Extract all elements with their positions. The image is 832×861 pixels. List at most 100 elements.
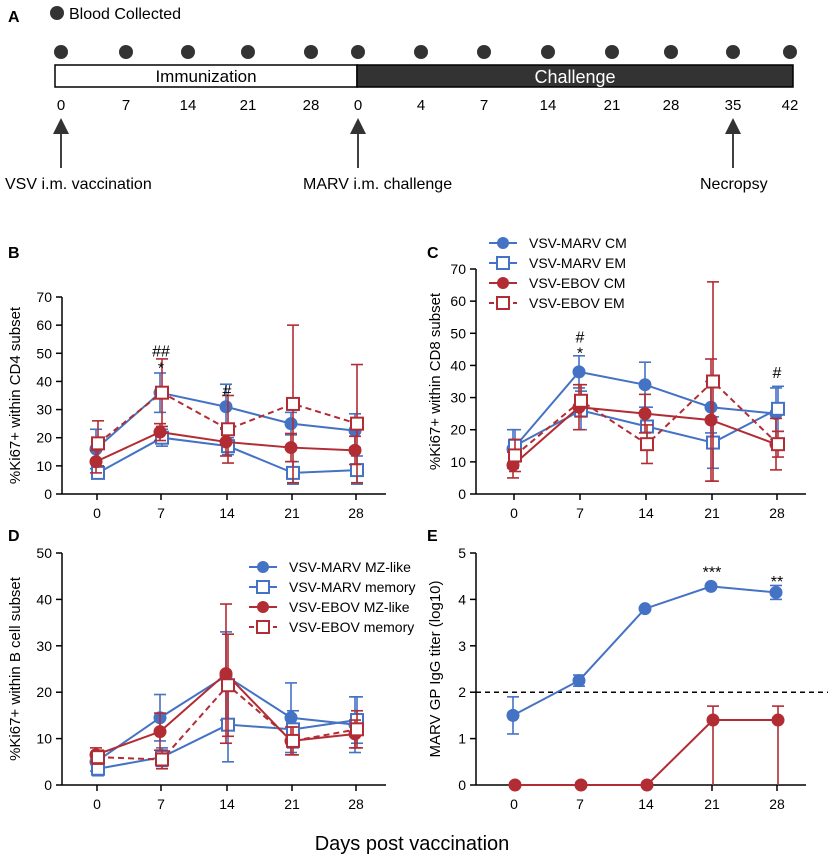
timeline-day-label-0: 0 (57, 97, 65, 114)
significance-annotation-2: # (223, 383, 232, 400)
series-line (97, 391, 358, 445)
legend: VSV-MARV CM VSV-MARV EM VSV-EBOV CM VSV-EBO… (489, 235, 627, 311)
timeline-day-label-8: 14 (540, 97, 557, 114)
x-tick-label-3: 21 (704, 796, 720, 812)
blood-collected-legend-dot (50, 6, 64, 20)
x-tick-label-4: 28 (348, 505, 364, 521)
timeline-day-label-2: 14 (180, 97, 197, 114)
data-point-4 (769, 585, 783, 599)
x-tick-label-3: 21 (704, 505, 720, 521)
data-point-1 (155, 752, 169, 767)
x-tick-label-3: 21 (284, 796, 300, 812)
x-tick-label-2: 14 (638, 505, 654, 521)
chart-panel-e: E 0 1 2 3 4 5 0 7 14 21 28 MARV GP IgG titer (log10)… (427, 528, 828, 812)
x-tick-label-2: 14 (219, 796, 235, 812)
x-axis-title: Days post vaccination (315, 833, 510, 855)
y-tick-label-4: 40 (36, 373, 52, 389)
blood-dot-5 (351, 45, 365, 59)
significance-annotation-1: * (577, 346, 583, 363)
x-tick-label-1: 7 (576, 505, 584, 521)
blood-dot-10 (664, 45, 678, 59)
data-point-1 (572, 674, 586, 688)
timeline-day-label-9: 21 (604, 97, 621, 114)
data-point-2 (219, 400, 233, 414)
data-point-4 (350, 416, 364, 431)
data-point-2 (219, 667, 233, 681)
data-point-4 (771, 437, 785, 452)
challenge-arrow-head (350, 118, 366, 134)
x-tick-label-0: 0 (510, 505, 518, 521)
y-tick-label-7: 70 (36, 289, 52, 305)
timeline-day-label-1: 7 (122, 97, 130, 114)
y-tick-label-4: 4 (458, 591, 466, 607)
challenge-event: MARV i.m. challenge (303, 118, 452, 193)
necropsy-arrow-head (725, 118, 741, 134)
blood-collected-legend-label: Blood Collected (69, 6, 181, 23)
panel-label-e: E (427, 528, 438, 545)
significance-annotation-0: *** (703, 565, 722, 582)
y-tick-label-0: 0 (44, 777, 52, 793)
legend-marker-0 (497, 237, 509, 249)
series-vsv-marv (506, 579, 783, 735)
data-point-4 (350, 722, 364, 737)
significance-annotation-1: ** (771, 574, 783, 591)
data-point-1 (574, 778, 588, 792)
y-tick-label-5: 50 (36, 545, 52, 561)
legend-label-2: VSV-EBOV MZ-like (289, 599, 410, 615)
chart-panel-c: C 0 10 20 30 40 50 60 70 0 7 14 21 28 %Ki67+ within CD… (427, 235, 806, 521)
data-point-2 (638, 407, 652, 421)
legend-label-0: VSV-MARV CM (529, 235, 627, 251)
data-point-1 (153, 425, 167, 439)
chart-panel-d: D 0 10 20 30 40 50 0 7 14 21 28 %Ki67+ within B cell… (7, 528, 416, 812)
y-axis-label: %Ki67+ within CD4 subset (7, 306, 24, 484)
blood-dot-6 (414, 45, 428, 59)
legend-label-2: VSV-EBOV CM (529, 275, 625, 291)
data-point-2 (638, 602, 652, 616)
data-point-0 (91, 436, 105, 451)
legend-label-1: VSV-MARV memory (289, 579, 416, 595)
y-tick-label-1: 10 (36, 458, 52, 474)
blood-dot-8 (541, 45, 555, 59)
data-point-2 (638, 378, 652, 392)
immunization-label: Immunization (155, 67, 256, 86)
blood-dot-4 (304, 45, 318, 59)
y-tick-label-3: 30 (36, 638, 52, 654)
necropsy-event: Necropsy (700, 118, 768, 193)
legend-marker-0 (257, 561, 269, 573)
y-tick-label-4: 40 (450, 357, 466, 373)
data-point-2 (640, 437, 654, 452)
x-tick-label-1: 7 (157, 505, 165, 521)
data-point-4 (771, 401, 785, 416)
x-tick-label-0: 0 (510, 796, 518, 812)
data-point-3 (706, 713, 720, 727)
y-tick-label-6: 60 (450, 293, 466, 309)
y-tick-label-3: 30 (450, 390, 466, 406)
blood-dot-7 (477, 45, 491, 59)
blood-dot-0 (54, 45, 68, 59)
series-vsv-ebov-em (508, 281, 785, 482)
timeline-day-label-10: 28 (663, 97, 680, 114)
y-tick-label-7: 70 (450, 261, 466, 277)
y-axis-label: MARV GP IgG titer (log10) (427, 580, 444, 757)
legend-label-3: VSV-EBOV memory (289, 619, 414, 635)
legend-label-1: VSV-MARV EM (529, 255, 626, 271)
blood-dot-9 (605, 45, 619, 59)
y-tick-label-1: 1 (458, 731, 466, 747)
timeline-panel: A Blood Collected Immunization Challenge… (5, 6, 798, 193)
timeline-day-label-4: 28 (303, 97, 320, 114)
significance-annotation-1: * (158, 360, 164, 377)
x-tick-label-3: 21 (284, 505, 300, 521)
timeline-day-labels: 0 7 14 21 28 0 4 7 14 21 28 35 42 (57, 97, 799, 114)
y-tick-label-5: 50 (450, 325, 466, 341)
significance-annotation-0: # (576, 330, 585, 347)
y-tick-label-3: 3 (458, 638, 466, 654)
x-tick-label-1: 7 (157, 796, 165, 812)
challenge-label: Challenge (534, 67, 615, 87)
data-point-0 (89, 455, 103, 469)
x-tick-label-1: 7 (576, 796, 584, 812)
y-axis-label: %Ki67+ within B cell subset (7, 576, 24, 761)
y-tick-label-5: 50 (36, 345, 52, 361)
x-tick-label-0: 0 (93, 505, 101, 521)
panel-label-d: D (8, 528, 20, 545)
